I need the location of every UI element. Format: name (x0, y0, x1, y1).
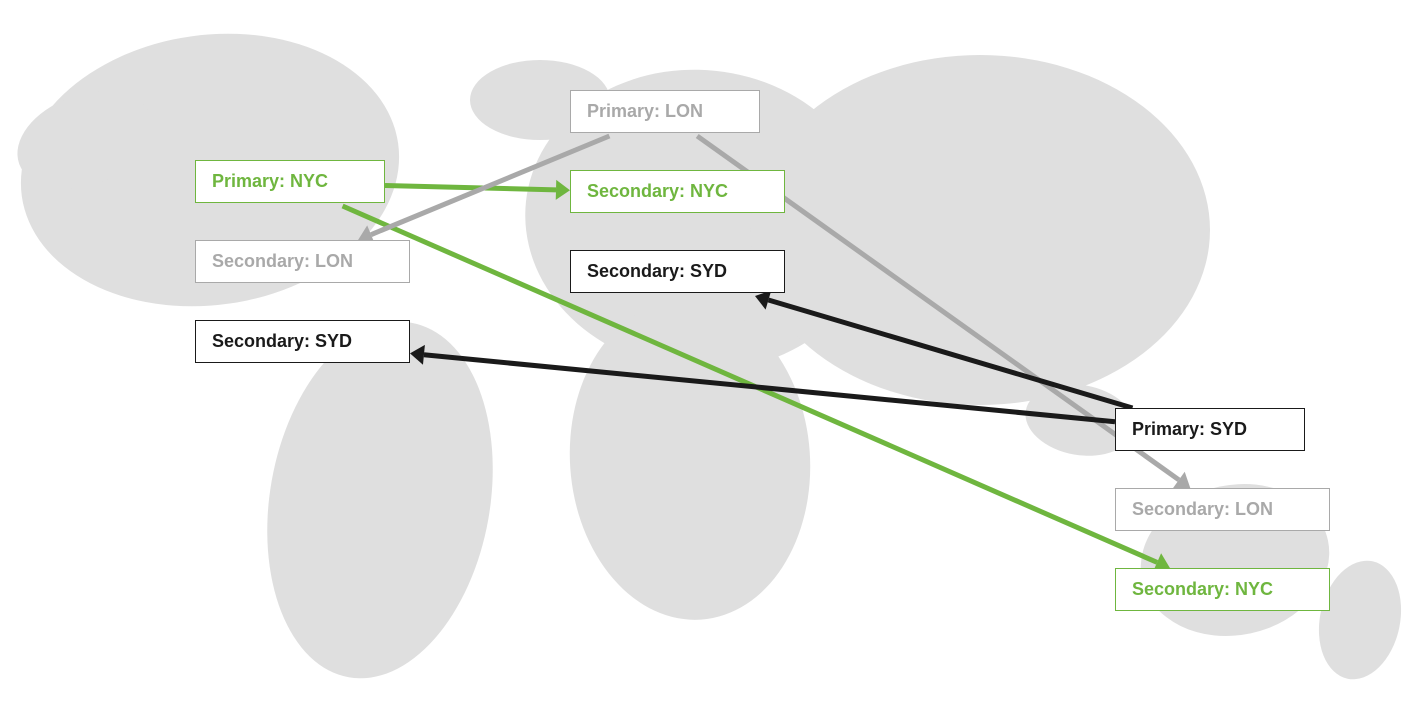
node-syd-sec-nyc: Secondary: NYC (1115, 568, 1330, 611)
node-lon-sec-syd: Secondary: SYD (570, 250, 785, 293)
node-lon-sec-nyc: Secondary: NYC (570, 170, 785, 213)
node-syd-primary: Primary: SYD (1115, 408, 1305, 451)
node-label: Primary: NYC (212, 171, 328, 191)
node-syd-sec-lon: Secondary: LON (1115, 488, 1330, 531)
diagram-canvas: Primary: NYC Secondary: LON Secondary: SYD… (0, 0, 1412, 724)
node-label: Secondary: SYD (587, 261, 727, 281)
node-label: Secondary: LON (1132, 499, 1273, 519)
node-label: Primary: LON (587, 101, 703, 121)
node-nyc-primary: Primary: NYC (195, 160, 385, 203)
node-label: Secondary: NYC (587, 181, 728, 201)
node-lon-primary: Primary: LON (570, 90, 760, 133)
node-label: Secondary: SYD (212, 331, 352, 351)
node-label: Primary: SYD (1132, 419, 1247, 439)
node-nyc-sec-syd: Secondary: SYD (195, 320, 410, 363)
node-label: Secondary: LON (212, 251, 353, 271)
node-label: Secondary: NYC (1132, 579, 1273, 599)
node-nyc-sec-lon: Secondary: LON (195, 240, 410, 283)
